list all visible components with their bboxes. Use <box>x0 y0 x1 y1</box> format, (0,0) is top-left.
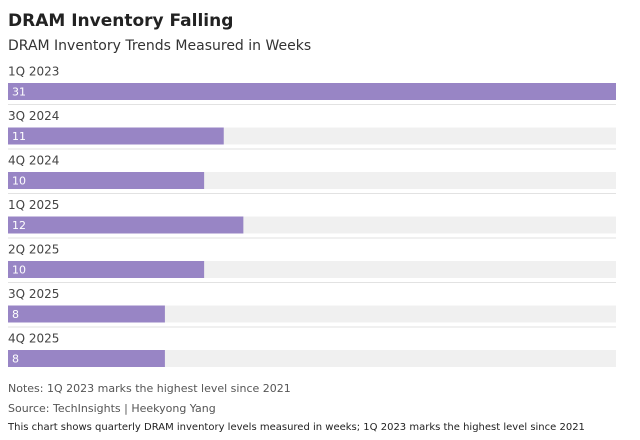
category-label: 4Q 2025 <box>8 332 59 346</box>
chart-subtitle: DRAM Inventory Trends Measured in Weeks <box>8 38 311 54</box>
category-label: 4Q 2024 <box>8 154 59 168</box>
notes: Notes: 1Q 2023 marks the highest level s… <box>8 382 291 395</box>
source: Source: TechInsights | Heekyong Yang <box>8 402 216 415</box>
bar <box>8 305 165 323</box>
value-label: 8 <box>12 353 19 366</box>
category-label: 1Q 2023 <box>8 65 59 79</box>
value-label: 11 <box>12 130 26 143</box>
bar <box>8 261 205 278</box>
category-label: 1Q 2025 <box>8 198 59 212</box>
bar <box>8 172 205 189</box>
bar <box>8 350 165 367</box>
value-label: 12 <box>12 219 26 232</box>
value-label: 10 <box>12 175 26 188</box>
category-label: 3Q 2025 <box>8 287 59 301</box>
bar <box>8 127 224 145</box>
chart-title: DRAM Inventory Falling <box>8 11 233 31</box>
bar <box>8 216 244 234</box>
value-label: 10 <box>12 264 26 277</box>
description: This chart shows quarterly DRAM inventor… <box>7 422 585 433</box>
value-label: 8 <box>12 308 19 321</box>
category-label: 2Q 2025 <box>8 243 59 257</box>
category-label: 3Q 2024 <box>8 109 59 123</box>
value-label: 31 <box>12 86 26 99</box>
bar <box>8 83 616 100</box>
